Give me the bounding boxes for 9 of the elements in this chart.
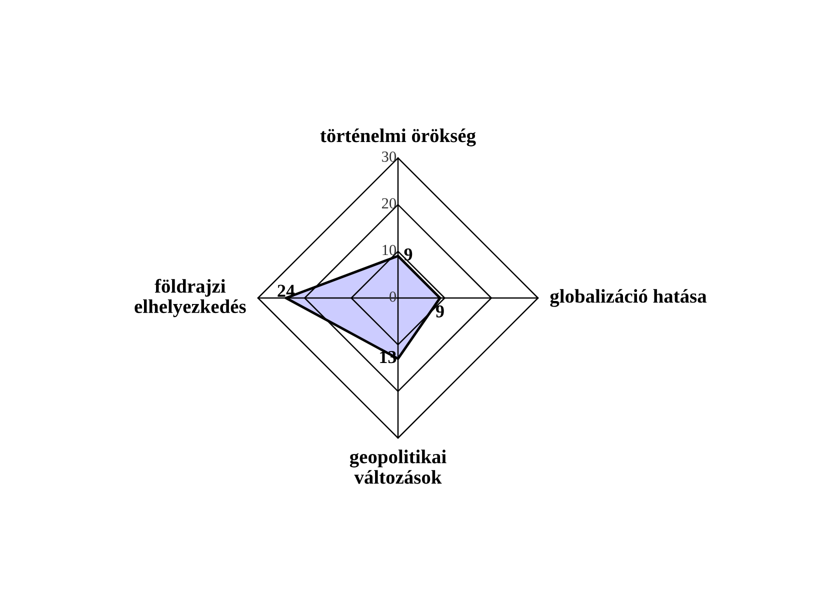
spoke-label: globalizáció hatása [550, 289, 707, 307]
spoke-label: földrajzi elhelyezkedés [134, 278, 246, 318]
data-label: 9 [404, 248, 412, 261]
y-tick-label: 20 [382, 198, 396, 208]
y-tick-label: 10 [382, 244, 396, 256]
y-tick-label: 30 [382, 152, 396, 162]
spoke-label: történelmi örökség [320, 128, 476, 146]
data-label: 9 [436, 305, 444, 318]
spoke-label: geopolitikai változások [350, 450, 446, 484]
